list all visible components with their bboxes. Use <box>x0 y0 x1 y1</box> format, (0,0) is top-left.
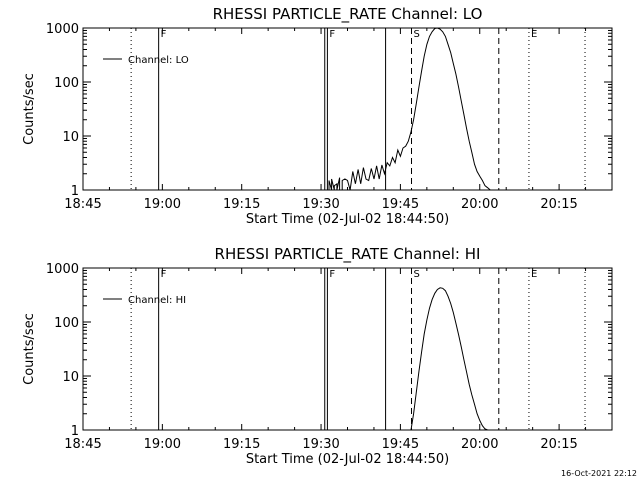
lo-x-tick-label: 18:45 <box>64 197 101 212</box>
hi-marker-letter: F <box>161 269 167 280</box>
hi-series-line <box>410 287 488 431</box>
lo-marker-letter: E <box>531 29 537 40</box>
hi-x-axis-label: Start Time (02-Jul-02 18:44:50) <box>246 452 449 467</box>
hi-x-tick-label: 19:45 <box>382 437 419 452</box>
hi-marker-letter: E <box>531 269 537 280</box>
hi-x-tick-label: 18:45 <box>64 437 101 452</box>
lo-chart-title: RHESSI PARTICLE_RATE Channel: LO <box>213 5 483 24</box>
panel-lo-channel: RHESSI PARTICLE_RATE Channel: LO Counts/s… <box>22 5 613 227</box>
lo-x-tick-label: 20:00 <box>461 197 498 212</box>
hi-x-tick-label: 19:00 <box>144 437 181 452</box>
lo-marker-letter: S <box>414 29 420 40</box>
hi-y-tick-label: 1000 <box>46 262 79 277</box>
lo-marker-letter: F <box>329 29 335 40</box>
panel-hi-channel: RHESSI PARTICLE_RATE Channel: HI Counts/s… <box>22 245 613 467</box>
hi-y-axis-label: Counts/sec <box>22 313 37 385</box>
lo-y-tick-label: 1 <box>71 184 79 199</box>
hi-plot-frame <box>82 267 613 431</box>
lo-y-axis-label: Counts/sec <box>22 73 37 145</box>
lo-y-tick-label: 100 <box>54 76 79 91</box>
lo-legend-label: Channel: LO <box>128 55 189 66</box>
lo-x-tick-label: 19:30 <box>302 197 339 212</box>
hi-y-tick-label: 100 <box>54 316 79 331</box>
hi-x-tick-label: 20:00 <box>461 437 498 452</box>
hi-marker-letter: F <box>329 269 335 280</box>
hi-y-tick-label: 10 <box>62 370 79 385</box>
lo-x-tick-label: 19:00 <box>144 197 181 212</box>
hi-marker-letter: S <box>414 269 420 280</box>
hi-x-tick-label: 19:15 <box>223 437 260 452</box>
lo-x-tick-label: 19:15 <box>223 197 260 212</box>
hi-y-tick-label: 1 <box>71 424 79 439</box>
lo-plot-frame <box>82 27 613 191</box>
lo-y-tick-label: 10 <box>62 130 79 145</box>
hi-legend-label: Channel: HI <box>128 295 186 306</box>
lo-marker-letter: F <box>161 29 167 40</box>
lo-y-tick-label: 1000 <box>46 22 79 37</box>
footer-timestamp: 16-Oct-2021 22:12 <box>561 469 637 478</box>
hi-chart-title: RHESSI PARTICLE_RATE Channel: HI <box>215 245 481 264</box>
lo-x-tick-label: 19:45 <box>382 197 419 212</box>
hi-x-tick-label: 19:30 <box>302 437 339 452</box>
lo-x-tick-label: 20:15 <box>540 197 577 212</box>
lo-series-line <box>326 27 491 191</box>
hi-x-tick-label: 20:15 <box>540 437 577 452</box>
lo-x-axis-label: Start Time (02-Jul-02 18:44:50) <box>246 212 449 227</box>
